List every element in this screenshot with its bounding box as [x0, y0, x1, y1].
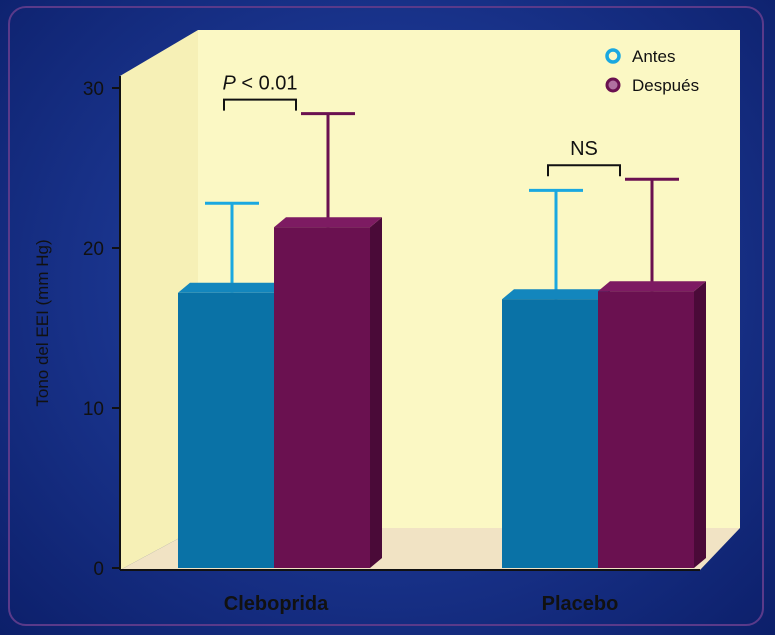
y-tick-label-2: 20 — [83, 239, 104, 260]
bar-placebo-despues — [598, 291, 694, 568]
bar-cleboprida-despues — [274, 227, 370, 568]
category-label-placebo: Placebo — [542, 593, 619, 615]
significance-bracket-cleboprida: P < 0.01 — [222, 73, 298, 111]
bar-cleboprida-antes — [178, 292, 274, 568]
legend: Antes Después — [605, 47, 699, 95]
legend-label-antes: Antes — [632, 47, 675, 66]
y-tick-label-0: 0 — [93, 559, 104, 580]
bar-top-cleboprida-despues — [274, 217, 382, 228]
legend-label-despues: Después — [632, 76, 699, 95]
slide-border — [8, 6, 764, 626]
bar-side-placebo-despues — [694, 281, 706, 568]
y-axis-label: Tono del EEI (mm Hg) — [33, 239, 52, 406]
y-tick-label-3: 30 — [83, 79, 104, 100]
bar-top-cleboprida-antes — [178, 282, 286, 293]
category-label-cleboprida: Cleboprida — [224, 593, 329, 615]
bar-top-placebo-despues — [598, 281, 706, 292]
significance-bracket-placebo: NS — [547, 138, 621, 177]
y-tick-label-1: 10 — [83, 399, 104, 420]
bracket-line-cleboprida — [223, 98, 297, 111]
significance-label-cleboprida: P < 0.01 — [222, 73, 297, 95]
significance-label-placebo: NS — [570, 138, 598, 160]
bar-top-placebo-antes — [502, 289, 610, 300]
bar-side-cleboprida-despues — [370, 217, 382, 568]
legend-swatch-antes — [605, 48, 621, 64]
legend-swatch-despues — [605, 77, 621, 93]
bracket-line-placebo — [547, 164, 621, 177]
bar-placebo-antes — [502, 299, 598, 568]
